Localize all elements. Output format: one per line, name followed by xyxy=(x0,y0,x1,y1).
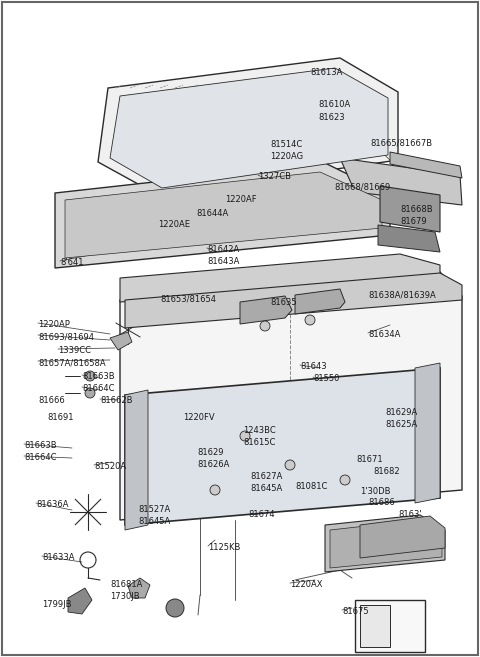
Polygon shape xyxy=(240,296,292,324)
Polygon shape xyxy=(120,272,462,520)
Polygon shape xyxy=(390,152,462,178)
Polygon shape xyxy=(120,254,440,302)
Text: 81643: 81643 xyxy=(300,362,326,371)
Circle shape xyxy=(305,315,315,325)
Text: 1220FV: 1220FV xyxy=(183,413,215,422)
Text: 1327CB: 1327CB xyxy=(258,172,291,181)
Text: 81679: 81679 xyxy=(400,217,427,226)
Polygon shape xyxy=(378,225,440,252)
Polygon shape xyxy=(295,289,345,314)
Circle shape xyxy=(340,475,350,485)
Text: 81643A: 81643A xyxy=(207,257,240,266)
Text: 81514C: 81514C xyxy=(270,140,302,149)
Text: 1220AX: 1220AX xyxy=(290,580,323,589)
Polygon shape xyxy=(65,172,382,258)
Text: 81629A: 81629A xyxy=(385,408,417,417)
Polygon shape xyxy=(128,578,150,598)
Text: 81613A: 81613A xyxy=(310,68,342,77)
Bar xyxy=(355,600,425,652)
Text: 81520A: 81520A xyxy=(94,462,126,471)
Polygon shape xyxy=(340,158,462,205)
Bar xyxy=(360,605,390,647)
Text: 81671: 81671 xyxy=(356,455,383,464)
Text: 1799JB: 1799JB xyxy=(42,600,72,609)
Circle shape xyxy=(285,460,295,470)
Text: 1125KB: 1125KB xyxy=(208,543,240,552)
Polygon shape xyxy=(68,588,92,614)
Text: 81625A: 81625A xyxy=(385,420,417,429)
Text: 81645A: 81645A xyxy=(138,517,170,526)
Text: 1220AG: 1220AG xyxy=(270,152,303,161)
Text: 81629: 81629 xyxy=(197,448,224,457)
Text: 81626A: 81626A xyxy=(197,460,229,469)
Text: 81550: 81550 xyxy=(313,374,339,383)
Polygon shape xyxy=(110,68,388,188)
Text: 81668/81669: 81668/81669 xyxy=(334,183,390,192)
Polygon shape xyxy=(110,332,132,350)
Circle shape xyxy=(260,321,270,331)
Text: 81635: 81635 xyxy=(270,298,297,307)
Text: 81633A: 81633A xyxy=(42,553,74,562)
Text: 81638A/81639A: 81638A/81639A xyxy=(368,290,436,299)
Circle shape xyxy=(240,431,250,441)
Text: 81686: 81686 xyxy=(368,498,395,507)
Text: 81653/81654: 81653/81654 xyxy=(160,295,216,304)
Text: 81657A/81658A: 81657A/81658A xyxy=(38,358,106,367)
Polygon shape xyxy=(55,163,390,268)
Text: 81664C: 81664C xyxy=(82,384,115,393)
Circle shape xyxy=(210,485,220,495)
Text: 8163': 8163' xyxy=(398,510,421,519)
Polygon shape xyxy=(380,186,440,232)
Text: 81681A: 81681A xyxy=(110,580,143,589)
Text: 1730JB: 1730JB xyxy=(110,592,140,601)
Text: 1220AF: 1220AF xyxy=(225,195,257,204)
Polygon shape xyxy=(330,520,442,568)
Text: 81674: 81674 xyxy=(248,510,275,519)
Text: 81668B: 81668B xyxy=(400,205,432,214)
Text: 81634A: 81634A xyxy=(368,330,400,339)
Text: 81636A: 81636A xyxy=(36,500,69,509)
Polygon shape xyxy=(415,363,440,503)
Text: 81527A: 81527A xyxy=(138,505,170,514)
Text: 81645A: 81645A xyxy=(250,484,282,493)
Text: 81644A: 81644A xyxy=(196,209,228,218)
Polygon shape xyxy=(325,515,445,572)
Text: 8'641: 8'641 xyxy=(60,258,84,267)
Text: 1'30DB: 1'30DB xyxy=(360,487,391,496)
Text: 81627A: 81627A xyxy=(250,472,282,481)
Text: 81081C: 81081C xyxy=(295,482,327,491)
Text: 81623: 81623 xyxy=(318,113,345,122)
Polygon shape xyxy=(125,390,148,530)
Polygon shape xyxy=(360,516,445,558)
Text: 81693/81694: 81693/81694 xyxy=(38,332,94,341)
Text: 81642A: 81642A xyxy=(207,245,239,254)
Text: 81610A: 81610A xyxy=(318,100,350,109)
Text: 1243BC: 1243BC xyxy=(243,426,276,435)
Text: 1220AE: 1220AE xyxy=(158,220,190,229)
Text: 81691: 81691 xyxy=(47,413,73,422)
Polygon shape xyxy=(98,58,398,195)
Circle shape xyxy=(166,599,184,617)
Text: 81663B: 81663B xyxy=(82,372,115,381)
Text: 81666: 81666 xyxy=(38,396,65,405)
Circle shape xyxy=(85,371,95,381)
Text: 1220AP: 1220AP xyxy=(38,320,70,329)
Text: 81615C: 81615C xyxy=(243,438,276,447)
Text: 81663B: 81663B xyxy=(24,441,57,450)
Text: 81664C: 81664C xyxy=(24,453,57,462)
Text: 81662B: 81662B xyxy=(100,396,132,405)
Text: 81682: 81682 xyxy=(373,467,400,476)
Polygon shape xyxy=(125,368,440,525)
Text: 81675: 81675 xyxy=(342,607,369,616)
Circle shape xyxy=(85,388,95,398)
Text: 81665/81667B: 81665/81667B xyxy=(370,138,432,147)
Text: 1339CC: 1339CC xyxy=(58,346,91,355)
Polygon shape xyxy=(125,273,462,328)
